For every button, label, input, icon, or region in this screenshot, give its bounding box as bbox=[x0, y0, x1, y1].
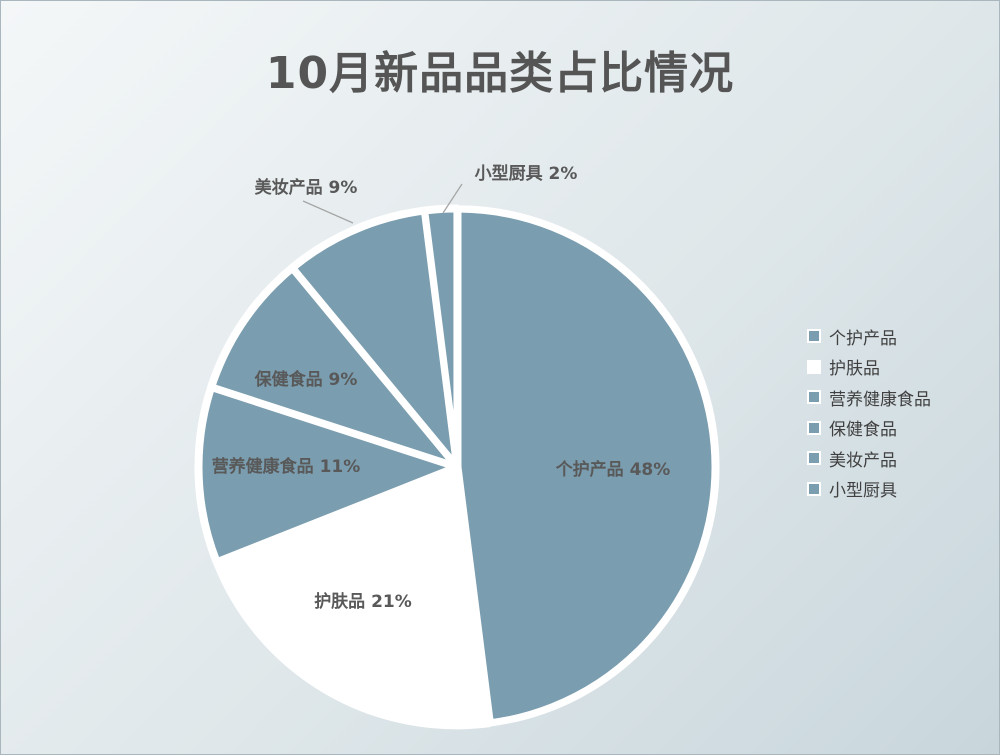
legend-item: 小型厨具 bbox=[807, 474, 931, 505]
legend-item: 美妆产品 bbox=[807, 443, 931, 474]
legend-item: 护肤品 bbox=[807, 352, 931, 383]
legend-item: 营养健康食品 bbox=[807, 382, 931, 413]
legend-swatch bbox=[807, 451, 821, 466]
data-label: 护肤品 21% bbox=[314, 591, 412, 612]
legend-label: 美妆产品 bbox=[829, 450, 897, 471]
legend-item: 个护产品 bbox=[807, 321, 931, 352]
legend-label: 营养健康食品 bbox=[829, 389, 931, 410]
chart-title: 10月新品品类占比情况 bbox=[265, 48, 735, 99]
leader-line bbox=[302, 200, 354, 224]
data-label: 美妆产品 9% bbox=[255, 177, 358, 198]
legend-label: 保健食品 bbox=[829, 420, 897, 441]
legend-label: 护肤品 bbox=[829, 359, 880, 380]
legend-label: 小型厨具 bbox=[829, 481, 897, 502]
data-label: 营养健康食品 11% bbox=[212, 456, 361, 477]
legend-item: 保健食品 bbox=[807, 413, 931, 444]
data-label: 保健食品 9% bbox=[254, 369, 358, 390]
pie-outline bbox=[195, 205, 719, 729]
data-label: 小型厨具 2% bbox=[475, 163, 578, 184]
legend: 个护产品护肤品营养健康食品 保健食品美妆产品小型厨具 bbox=[807, 321, 931, 504]
legend-swatch bbox=[807, 481, 821, 496]
legend-swatch bbox=[807, 329, 821, 344]
data-label: 个护产品 48% bbox=[555, 459, 671, 480]
legend-swatch bbox=[807, 420, 821, 435]
legend-label: 个护产品 bbox=[829, 328, 897, 349]
legend-swatch bbox=[807, 390, 821, 405]
leader-line bbox=[442, 183, 463, 214]
legend-swatch bbox=[807, 359, 821, 374]
